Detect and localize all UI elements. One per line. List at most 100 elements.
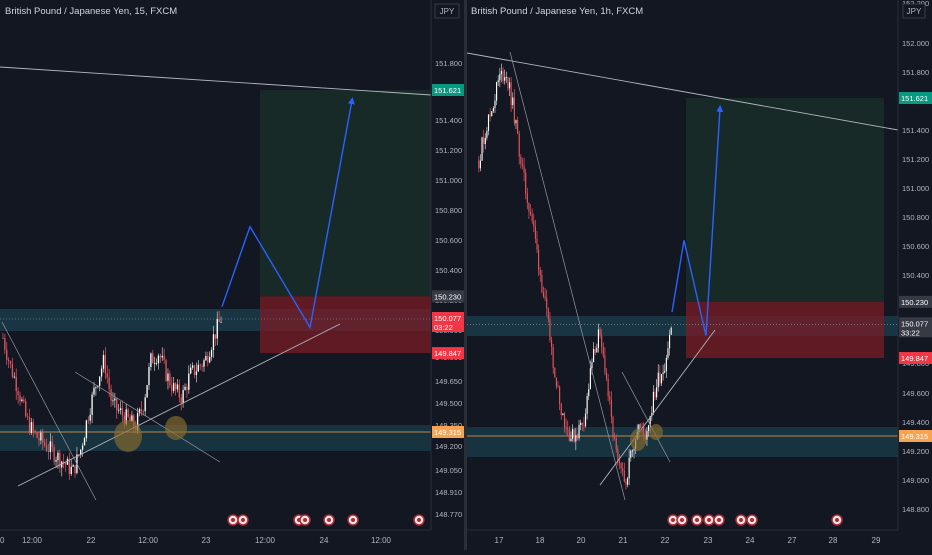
currency-label[interactable] [902, 3, 926, 19]
target-zone[interactable] [686, 98, 884, 302]
candle-body [599, 329, 601, 336]
price-tick-label: 150.400 [902, 271, 929, 280]
candle-body [610, 399, 612, 417]
candle-body [220, 321, 222, 323]
candle-body [150, 353, 152, 367]
candle-body [478, 159, 480, 169]
candle-body [601, 335, 603, 347]
ascending-trendline[interactable] [599, 329, 716, 486]
candle-body [620, 462, 622, 469]
candle-body [638, 424, 640, 432]
candle-body [2, 337, 4, 339]
wedge-line[interactable] [621, 371, 671, 463]
stop-price-badge [899, 352, 932, 365]
time-tick-label: 30 [0, 536, 5, 545]
pane-divider[interactable] [464, 0, 467, 550]
target-price-badge [899, 92, 932, 104]
candle-body [70, 466, 72, 474]
candle-body [188, 373, 190, 390]
candle-body [538, 249, 540, 271]
entry-price-badge-text: 150.230 [901, 298, 928, 307]
candle-body [547, 308, 549, 319]
candle-body [544, 296, 546, 299]
candle-body [618, 461, 621, 463]
candle-body [539, 270, 541, 275]
candle-body [659, 372, 661, 384]
candle-body [572, 429, 574, 439]
time-axis[interactable] [467, 530, 932, 550]
candle-body [652, 391, 654, 414]
candle-body [127, 409, 129, 417]
event-flag-dot [707, 518, 711, 522]
candle-body [30, 422, 33, 433]
price-tick-label: 151.200 [435, 146, 462, 155]
candle-body [119, 408, 122, 410]
candle-body [59, 452, 61, 468]
touch-highlight [165, 416, 187, 440]
candle-body [531, 214, 533, 221]
price-tick-label: 151.200 [902, 155, 929, 164]
stop-zone[interactable] [260, 296, 431, 354]
candle-body [583, 425, 585, 427]
descending-trendline[interactable] [0, 66, 432, 96]
candle-body [32, 422, 34, 431]
price-tick-label: 151.800 [435, 59, 462, 68]
candle-body [212, 334, 215, 350]
stop-zone[interactable] [686, 301, 884, 359]
candle-body [541, 274, 543, 293]
time-tick-label: 12:00 [371, 536, 392, 545]
ascending-trendline[interactable] [17, 323, 341, 487]
candle-body [117, 409, 120, 411]
candle-body [4, 337, 6, 350]
candle-body [580, 422, 582, 425]
time-axis[interactable] [0, 530, 464, 550]
candle-body [546, 298, 548, 309]
price-tick-label: 151.400 [435, 116, 462, 125]
projection-path[interactable] [671, 104, 724, 336]
candle-body [34, 430, 36, 433]
candle-body [66, 458, 69, 465]
time-tick-label: 17 [495, 536, 504, 545]
price-tick-label: 150.800 [902, 213, 929, 222]
price-axis[interactable] [898, 0, 932, 550]
target-zone[interactable] [260, 90, 431, 297]
candle-body [602, 346, 604, 356]
price-tick-label: 149.000 [902, 476, 929, 485]
candle-body [178, 384, 180, 398]
channel-line[interactable] [509, 51, 626, 501]
touch-highlight [114, 420, 142, 452]
candle-body [560, 403, 562, 416]
candle-body [25, 401, 27, 417]
candle-body [513, 97, 515, 124]
price-tick-label: 150.600 [902, 242, 929, 251]
candle-body [216, 319, 218, 339]
candle-body [190, 367, 192, 374]
candle-body [23, 399, 25, 402]
candle-body [525, 172, 527, 194]
support-price-badge-text: 149.315 [901, 432, 928, 441]
candle-body [643, 427, 645, 436]
candle-body [116, 398, 118, 411]
channel-line[interactable] [1, 321, 97, 501]
price-tick-label: 148.910 [435, 488, 462, 497]
candle-body [484, 137, 486, 144]
candle-body [26, 416, 29, 418]
support-zone [0, 425, 431, 451]
currency-label-left[interactable] [434, 3, 460, 19]
price-tick-label: 150.800 [435, 206, 462, 215]
descending-trendline[interactable] [466, 52, 899, 131]
candle-body [42, 432, 44, 443]
candle-body [557, 386, 559, 388]
projection-path[interactable] [221, 97, 355, 330]
wedge-line[interactable] [74, 371, 221, 463]
candle-body [7, 359, 10, 362]
candle-body [523, 165, 525, 173]
candle-body [496, 82, 498, 101]
candle-body [589, 368, 591, 390]
price-tick-label: 149.200 [902, 447, 929, 456]
candle-body [617, 448, 619, 462]
event-flag-dot [417, 518, 421, 522]
candle-body [649, 416, 651, 426]
